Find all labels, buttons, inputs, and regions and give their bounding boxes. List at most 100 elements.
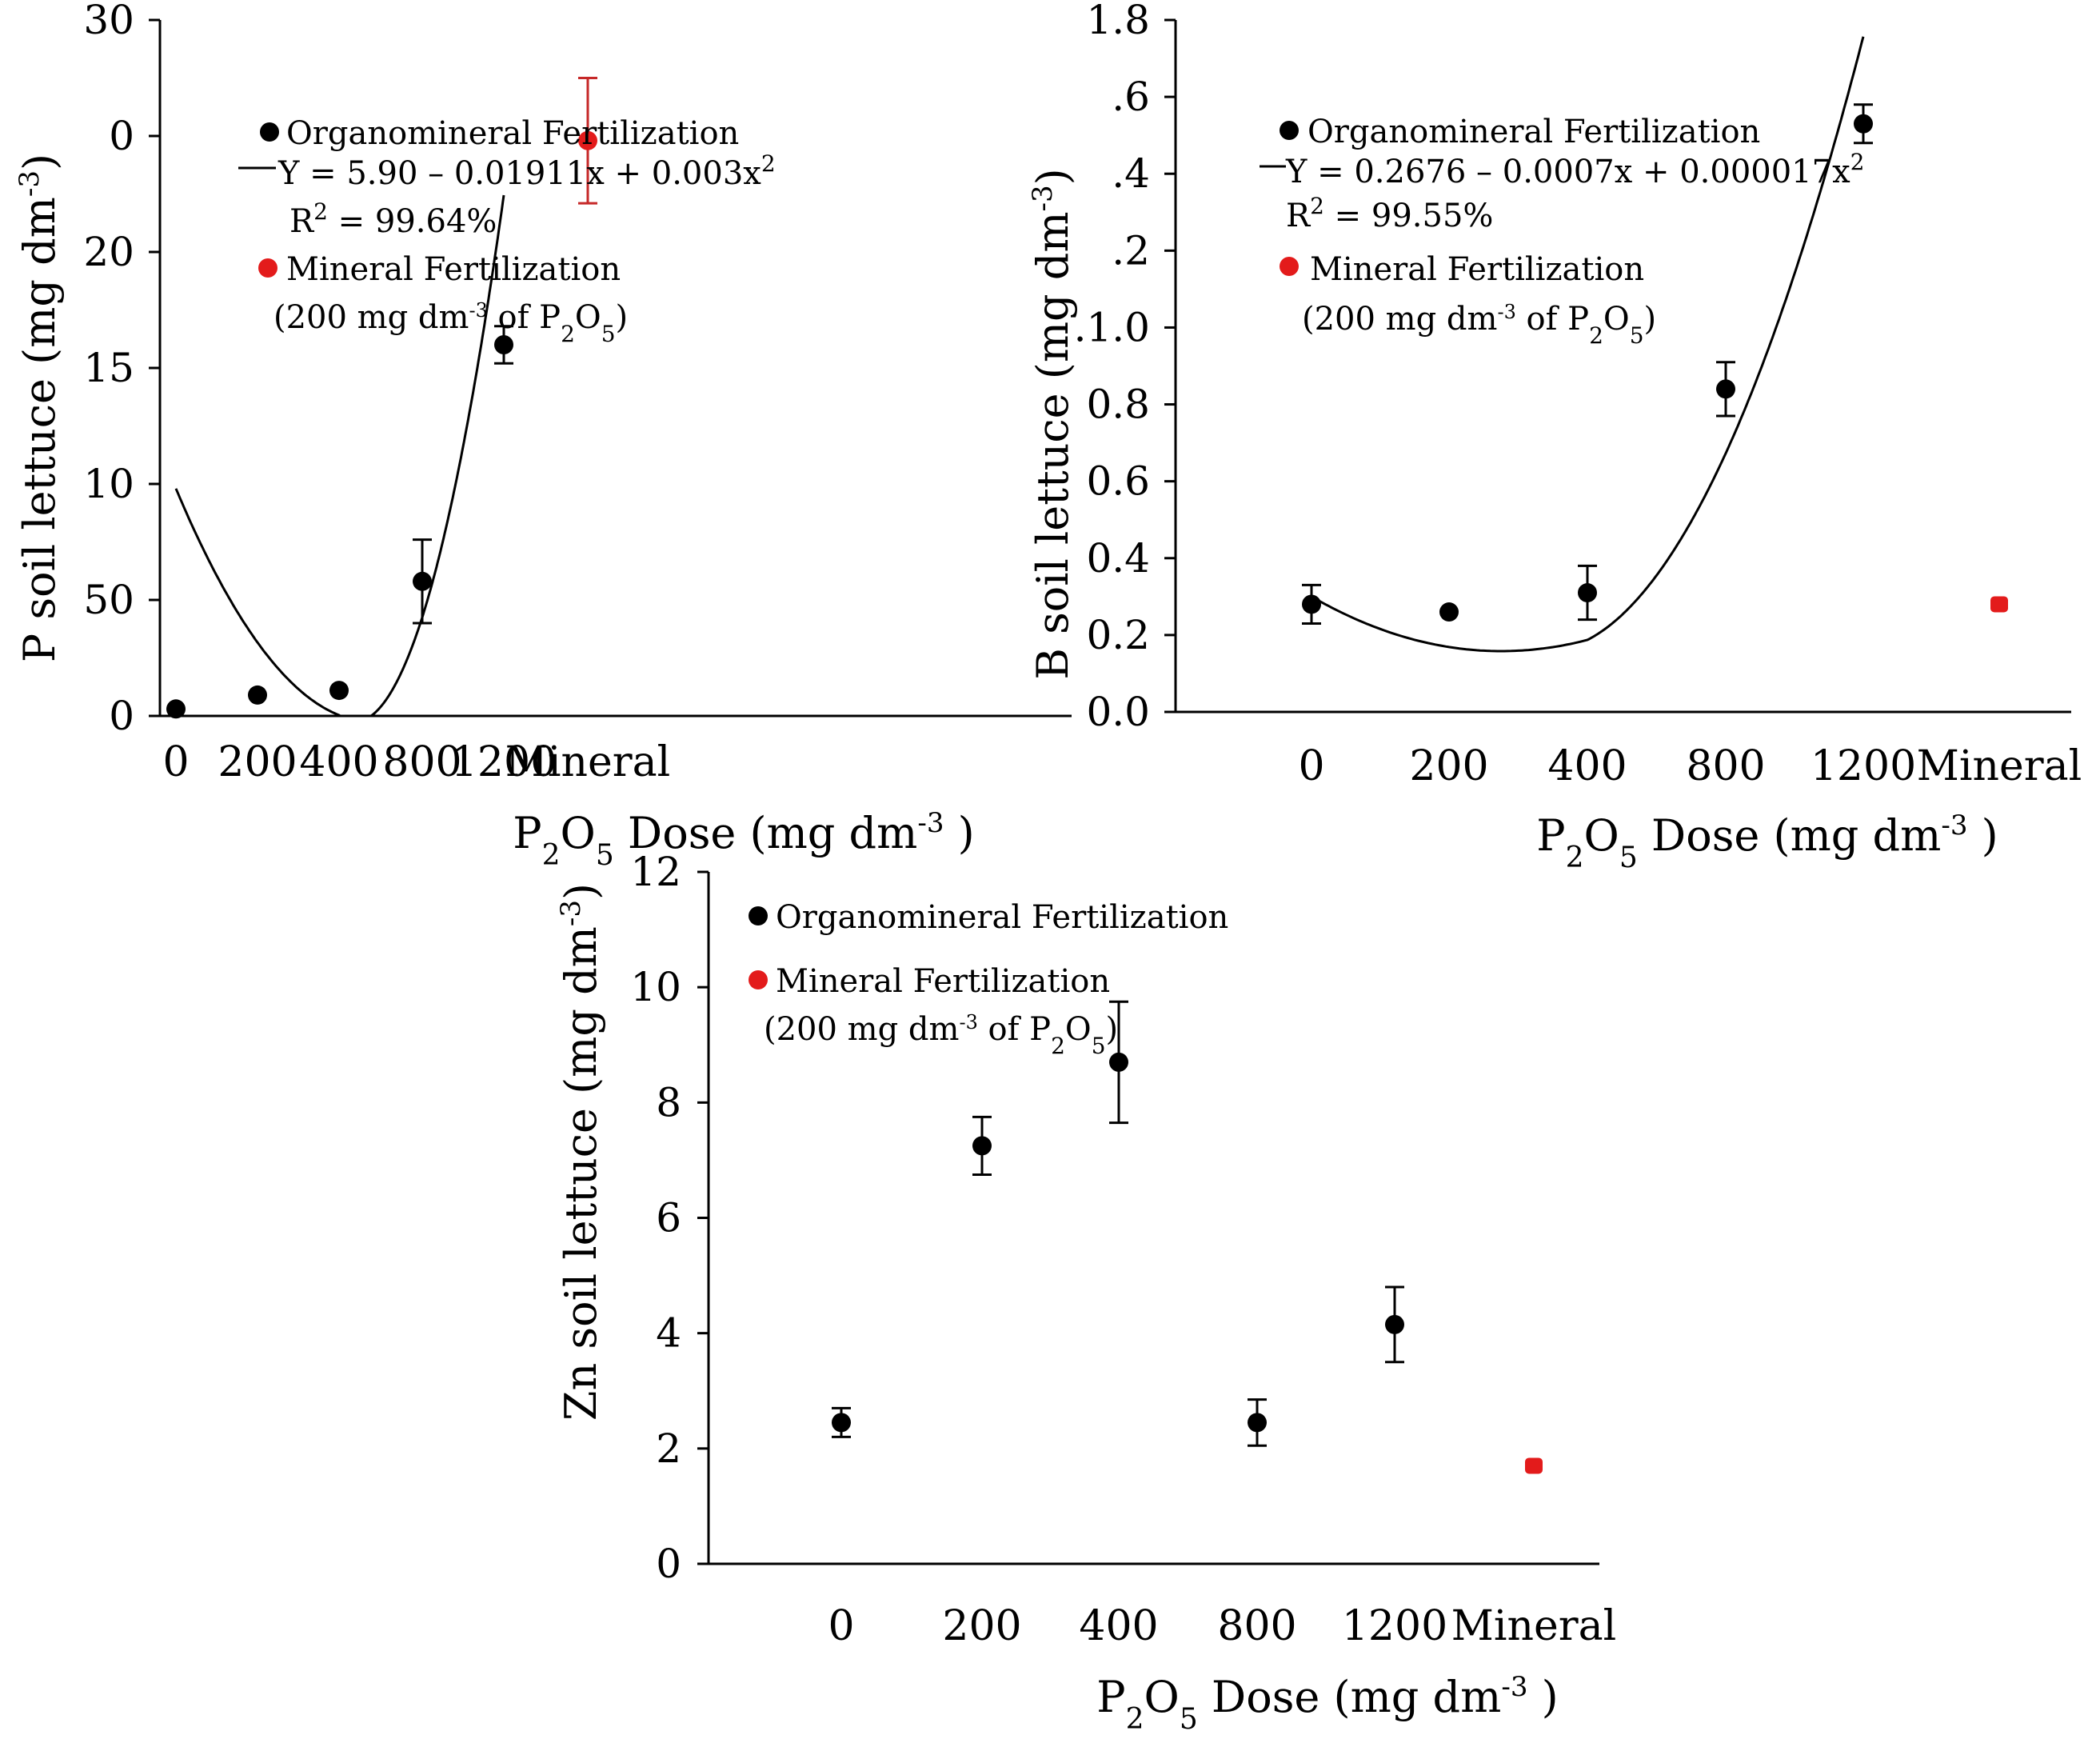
p-x-category-label: 800 <box>382 738 461 786</box>
b-y-tick-label: 1.8 <box>1086 0 1150 43</box>
b-x-category-label: 400 <box>1547 742 1627 790</box>
b-legend-mineral-marker <box>1280 257 1299 276</box>
p-x-category-label: Mineral <box>505 738 671 786</box>
b-x-category-label: 0 <box>1298 742 1324 790</box>
zn-organo-point <box>1248 1413 1267 1433</box>
b-y-tick-label: 0.8 <box>1086 382 1150 428</box>
p-x-category-label: 1200 <box>451 738 557 786</box>
zn-x-category-label: Mineral <box>1451 1602 1617 1650</box>
zn-x-category-label: 1200 <box>1342 1602 1447 1650</box>
p-y-tick-label: 50 <box>83 577 134 623</box>
b-legend-mineral-dose: (200 mg dm-3 of P2O5) <box>1302 301 1656 349</box>
p-y-tick-label: 15 <box>83 345 134 391</box>
zn-legend-mineral-marker <box>749 970 768 989</box>
p-legend-organo-label: Organomineral Fertilization <box>286 115 739 152</box>
zn-legend-organo-label: Organomineral Fertilization <box>776 899 1228 936</box>
zn-organo-point <box>832 1413 851 1433</box>
b-y-tick-label: .6 <box>1112 74 1150 120</box>
zn-y-tick-label: 2 <box>656 1425 681 1472</box>
p-organo-point <box>166 699 186 719</box>
p-mineral-point <box>578 130 597 150</box>
chart-b: 0.0 0.2 0.4 0.6 0.8 .1.0 .2 .4 .6 1.8 0 200 400 800 1… <box>1027 0 2082 874</box>
zn-x-category-label: 200 <box>942 1602 1021 1650</box>
p-y-tick-label: 0 <box>109 693 134 739</box>
p-legend-mineral-marker <box>258 258 277 278</box>
zn-y-ticks: 0 2 4 6 8 10 12 <box>630 849 709 1587</box>
b-legend-r2: R2 = 99.55% <box>1286 193 1493 235</box>
b-y-tick-label: .4 <box>1112 150 1150 197</box>
b-legend-organo-label: Organomineral Fertilization <box>1308 114 1760 150</box>
p-x-category-label: 200 <box>218 738 297 786</box>
b-legend-equation: Y = 0.2676 – 0.0007x + 0.000017x2 <box>1285 149 1864 191</box>
b-y-tick-label: 0.0 <box>1086 689 1150 735</box>
p-points <box>166 130 597 719</box>
zn-organo-point <box>1109 1052 1128 1072</box>
p-legend-mineral-dose: (200 mg dm-3 of P2O5) <box>273 299 628 347</box>
b-legend-organo-marker <box>1280 121 1299 140</box>
zn-x-axis-title: P2O5 Dose (mg dm-3 ) <box>1096 1671 1558 1736</box>
zn-legend: Organomineral Fertilization Mineral Fert… <box>749 899 1228 1059</box>
zn-mineral-point <box>1525 1457 1543 1474</box>
p-y-tick-label: 30 <box>83 0 134 43</box>
p-organo-point <box>413 571 432 591</box>
zn-organo-point <box>972 1136 992 1156</box>
b-x-category-label: 200 <box>1409 742 1488 790</box>
b-x-categories: 0 200 400 800 1200 Mineral <box>1298 742 2082 790</box>
chart-zn: 0 2 4 6 8 10 12 0 200 400 800 1200 Mineral Zn soil … <box>555 849 1616 1736</box>
zn-x-category-label: 0 <box>828 1602 854 1650</box>
b-y-tick-label: .2 <box>1112 227 1150 274</box>
b-x-category-label: Mineral <box>1917 742 2082 790</box>
p-y-tick-label: 10 <box>83 461 134 507</box>
p-fit-curve <box>174 194 505 718</box>
zn-y-axis-title: Zn soil lettuce (mg dm-3) <box>555 883 606 1421</box>
zn-y-tick-label: 10 <box>630 964 681 1010</box>
b-organo-point <box>1854 114 1873 134</box>
zn-x-category-label: 800 <box>1217 1602 1296 1650</box>
b-organo-point <box>1716 379 1735 399</box>
b-mineral-point <box>1990 596 2008 613</box>
b-organo-point <box>1578 583 1597 603</box>
b-y-axis-title: B soil lettuce (mg dm-3) <box>1027 168 1078 680</box>
zn-legend-organo-marker <box>749 906 768 925</box>
zn-legend-mineral-dose: (200 mg dm-3 of P2O5) <box>764 1011 1118 1059</box>
p-y-axis-title: P soil lettuce (mg dm-3) <box>14 154 65 662</box>
zn-y-tick-label: 6 <box>656 1195 681 1241</box>
b-legend-mineral-label: Mineral Fertilization <box>1310 251 1644 288</box>
p-legend-r2: R2 = 99.64% <box>289 198 497 241</box>
b-y-tick-label: 0.6 <box>1086 458 1150 505</box>
b-x-category-label: 800 <box>1686 742 1765 790</box>
b-y-tick-label: 0.4 <box>1086 535 1150 582</box>
b-y-tick-label: .1.0 <box>1074 304 1150 350</box>
zn-organo-point <box>1385 1314 1404 1334</box>
p-organo-point <box>329 681 349 701</box>
b-y-ticks: 0.0 0.2 0.4 0.6 0.8 .1.0 .2 .4 .6 1.8 <box>1074 0 1176 735</box>
zn-points <box>832 1052 1543 1474</box>
zn-x-category-label: 400 <box>1079 1602 1158 1650</box>
b-organo-point <box>1302 594 1321 614</box>
p-x-axis-title: P2O5 Dose (mg dm-3 ) <box>513 807 974 872</box>
p-legend-organo-marker <box>260 122 279 142</box>
zn-y-tick-label: 8 <box>656 1079 681 1125</box>
b-x-category-label: 1200 <box>1811 742 1916 790</box>
p-legend-mineral-label: Mineral Fertilization <box>286 251 621 288</box>
p-legend: Organomineral Fertilization Y = 5.90 – 0… <box>238 115 776 347</box>
b-y-tick-label: 0.2 <box>1086 612 1150 658</box>
b-fit-curve <box>1311 36 1865 653</box>
p-y-tick-label: 0 <box>109 113 134 159</box>
p-y-ticks: 0 50 10 15 20 0 30 <box>83 0 160 739</box>
p-legend-equation: Y = 5.90 – 0.01911x + 0.003x2 <box>277 150 776 193</box>
b-points <box>1302 114 2008 622</box>
p-organo-point <box>248 685 267 705</box>
p-organo-point <box>494 335 513 354</box>
zn-y-tick-label: 12 <box>630 849 681 895</box>
p-x-category-label: 0 <box>162 738 189 786</box>
zn-x-categories: 0 200 400 800 1200 Mineral <box>828 1602 1616 1650</box>
p-x-category-label: 400 <box>299 738 378 786</box>
zn-legend-mineral-label: Mineral Fertilization <box>776 963 1110 1000</box>
p-y-tick-label: 20 <box>83 229 134 275</box>
b-organo-point <box>1439 602 1459 622</box>
b-x-axis-title: P2O5 Dose (mg dm-3 ) <box>1536 810 1998 874</box>
